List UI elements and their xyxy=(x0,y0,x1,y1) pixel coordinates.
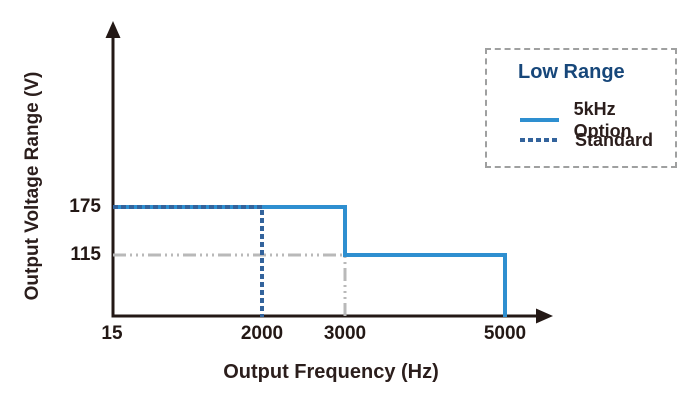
y-axis-arrow-icon xyxy=(105,21,121,38)
x-tick-3000: 3000 xyxy=(323,323,367,344)
legend-entry-standard: Standard xyxy=(520,129,653,151)
legend-entry-label: Standard xyxy=(575,130,654,150)
legend-title: Low Range xyxy=(518,61,625,83)
solid-line-swatch xyxy=(520,118,559,122)
x-axis-arrow-icon xyxy=(536,308,553,324)
x-axis-title: Output Frequency (Hz) xyxy=(223,361,439,383)
x-tick-2000: 2000 xyxy=(240,323,284,344)
y-tick-175: 175 xyxy=(69,196,101,217)
dashed-line-swatch xyxy=(520,138,560,142)
series-115v-reference-guide xyxy=(113,253,347,317)
y-axis-title: Output Voltage Range (V) xyxy=(22,71,43,301)
legend-entry-label: 5kHz Option xyxy=(573,99,632,141)
legend-entry-5khz-option: 5kHz Option xyxy=(520,98,675,142)
legend: Low Range 5kHz Option Standard xyxy=(485,48,677,168)
x-tick-15: 15 xyxy=(101,323,123,344)
series-standard xyxy=(113,205,264,317)
x-tick-5000: 5000 xyxy=(483,323,527,344)
series-5khz-option xyxy=(113,205,507,317)
y-tick-115: 115 xyxy=(70,244,101,265)
